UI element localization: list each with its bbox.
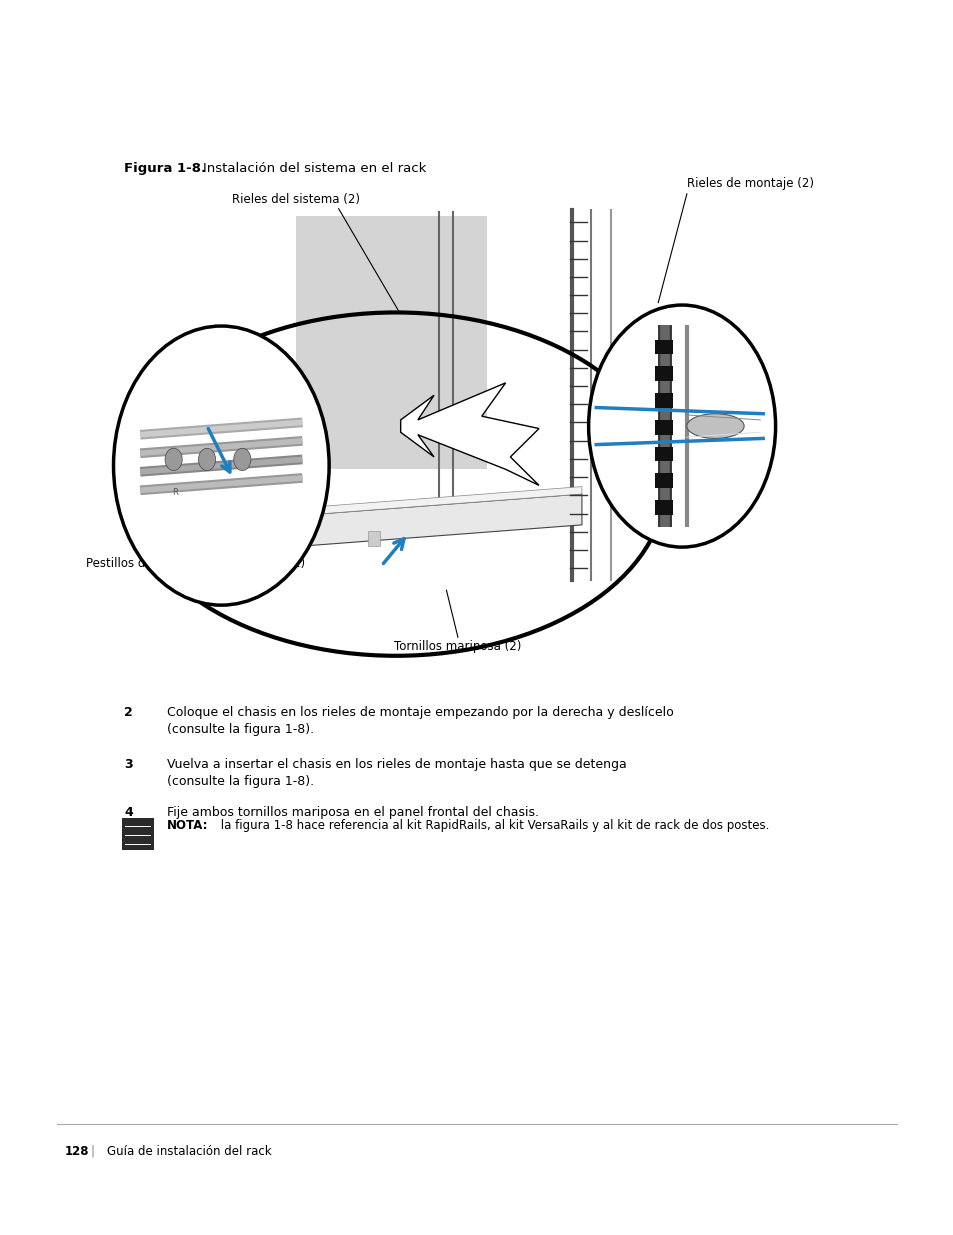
Text: Pestillos de liberación posteriores (2): Pestillos de liberación posteriores (2) <box>86 557 305 571</box>
Bar <box>368 531 379 546</box>
Text: |: | <box>91 1145 94 1157</box>
Text: 3: 3 <box>124 758 132 772</box>
Text: 2: 2 <box>124 706 132 720</box>
Text: Fije ambos tornillos mariposa en el panel frontal del chasis.: Fije ambos tornillos mariposa en el pane… <box>167 806 538 820</box>
Text: NOTA:: NOTA: <box>167 819 209 832</box>
Text: 128: 128 <box>65 1145 90 1157</box>
Ellipse shape <box>686 414 743 438</box>
Bar <box>655 500 672 515</box>
Bar <box>295 216 486 469</box>
Text: Vuelva a insertar el chasis en los rieles de montaje hasta que se detenga
(consu: Vuelva a insertar el chasis en los riele… <box>167 758 626 788</box>
Text: 4: 4 <box>124 806 132 820</box>
Bar <box>655 447 672 462</box>
Circle shape <box>113 326 329 605</box>
Circle shape <box>165 448 182 471</box>
Bar <box>655 420 672 435</box>
Polygon shape <box>305 487 581 515</box>
Text: Coloque el chasis en los rieles de montaje empezando por la derecha y deslícelo
: Coloque el chasis en los rieles de monta… <box>167 706 673 736</box>
Text: R: R <box>172 488 178 498</box>
Bar <box>655 393 672 408</box>
Text: Figura 1-8.: Figura 1-8. <box>124 162 206 175</box>
Text: Rieles de montaje (2): Rieles de montaje (2) <box>686 177 813 190</box>
Circle shape <box>588 305 775 547</box>
Text: Rieles del sistema (2): Rieles del sistema (2) <box>232 193 359 206</box>
Circle shape <box>233 448 251 471</box>
Text: Guía de instalación del rack: Guía de instalación del rack <box>107 1145 272 1157</box>
Text: Tornillos mariposa (2): Tornillos mariposa (2) <box>394 640 521 653</box>
Bar <box>655 473 672 488</box>
Bar <box>122 818 153 850</box>
Bar <box>655 340 672 354</box>
Text: la figura 1-8 hace referencia al kit RapidRails, al kit VersaRails y al kit de r: la figura 1-8 hace referencia al kit Rap… <box>216 819 768 832</box>
Text: Instalación del sistema en el rack: Instalación del sistema en el rack <box>203 162 426 175</box>
Polygon shape <box>400 383 538 485</box>
Bar <box>655 367 672 382</box>
Circle shape <box>198 448 215 471</box>
Polygon shape <box>305 494 581 546</box>
